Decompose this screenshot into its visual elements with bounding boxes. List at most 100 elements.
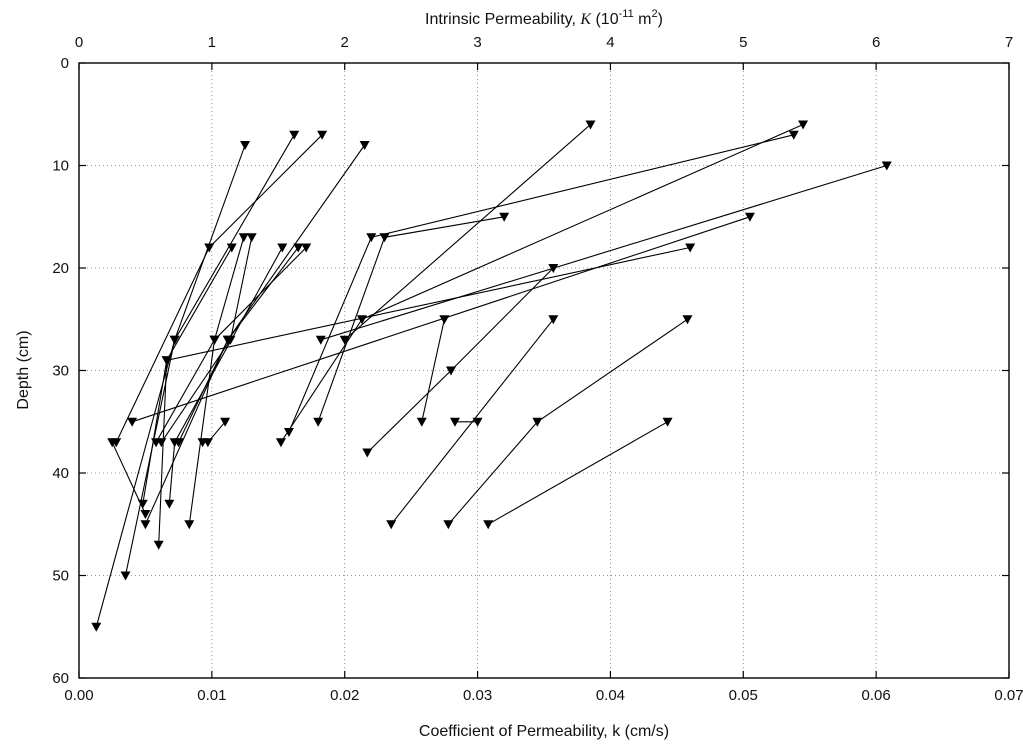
data-point-marker	[289, 130, 300, 140]
data-point-marker	[362, 448, 373, 458]
data-point-marker	[246, 233, 257, 243]
data-point-marker	[449, 417, 460, 427]
data-point-marker	[315, 335, 326, 345]
data-point-marker	[788, 130, 799, 140]
data-point-marker	[301, 243, 312, 253]
data-point-marker	[483, 520, 494, 530]
data-point-marker	[548, 315, 559, 325]
data-point-marker	[277, 243, 288, 253]
y-tick-label: 10	[52, 158, 69, 175]
x2-axis-title-prefix: Intrinsic Permeability,	[425, 11, 580, 28]
data-point-marker	[107, 438, 118, 448]
data-point-marker	[682, 315, 693, 325]
data-point-marker	[222, 335, 233, 345]
series-line	[288, 134, 794, 433]
x-tick-label: 0.03	[463, 687, 492, 704]
y-axis-title: Depth (cm)	[15, 330, 32, 409]
series-9	[173, 243, 304, 448]
data-point-marker	[173, 438, 184, 448]
series-line	[280, 123, 804, 443]
x-tick-label: 0.00	[64, 687, 93, 704]
y-tick-label: 60	[52, 670, 69, 687]
data-point-marker	[313, 417, 324, 427]
data-point-marker	[169, 335, 180, 345]
x2-tick-label: 6	[872, 34, 880, 51]
data-point-marker	[204, 243, 215, 253]
series-18	[315, 161, 892, 345]
data-point-marker	[283, 428, 294, 437]
data-point-marker	[532, 417, 543, 427]
series-7	[153, 243, 237, 550]
data-point-marker	[744, 212, 755, 222]
x2-axis-title-symbol: K	[579, 11, 592, 28]
x-axis-title: Coefficient of Permeability, k (cm/s)	[419, 723, 669, 740]
series-25	[483, 417, 673, 530]
data-point-marker	[472, 417, 483, 427]
x2-axis-title-unit-close: )	[658, 11, 663, 28]
y-tick-label: 50	[52, 568, 69, 585]
series-1	[91, 141, 251, 632]
series-19	[339, 120, 596, 345]
series-15	[275, 120, 809, 448]
y-tick-label: 20	[52, 260, 69, 277]
series-17	[313, 212, 510, 427]
data-point-marker	[585, 120, 596, 130]
x2-tick-label: 2	[341, 34, 349, 51]
x2-tick-label: 1	[208, 34, 216, 51]
series-14	[127, 212, 755, 427]
x-tick-label: 0.07	[994, 687, 1023, 704]
data-point-marker	[685, 243, 696, 253]
data-point-marker	[379, 233, 390, 243]
x2-tick-label: 3	[473, 34, 481, 51]
x-tick-label: 0.01	[197, 687, 226, 704]
series-line	[111, 442, 146, 515]
data-point-marker	[140, 510, 151, 519]
series-line	[317, 216, 505, 422]
data-point-marker	[443, 520, 454, 530]
series-24	[443, 315, 693, 530]
data-point-marker	[120, 571, 131, 581]
series-22	[416, 315, 450, 427]
data-point-marker	[184, 520, 195, 530]
data-point-marker	[161, 356, 172, 366]
data-point-marker	[386, 520, 397, 530]
x2-axis-title-unit-mid: m	[634, 11, 652, 28]
data-point-marker	[127, 417, 138, 427]
data-point-marker	[275, 438, 286, 448]
series-16	[283, 130, 799, 437]
data-point-marker	[548, 264, 559, 273]
series-10	[184, 243, 312, 530]
x2-axis-title-exponent2: 2	[651, 8, 657, 20]
x2-tick-label: 7	[1005, 34, 1013, 51]
data-point-marker	[226, 243, 237, 253]
data-point-marker	[499, 212, 510, 222]
data-point-marker	[293, 243, 304, 253]
x-tick-label: 0.02	[330, 687, 359, 704]
data-point-marker	[156, 438, 167, 448]
data-layer	[91, 120, 892, 632]
data-point-marker	[140, 520, 151, 530]
data-point-marker	[209, 335, 220, 345]
data-point-marker	[356, 315, 367, 325]
grid-layer	[79, 63, 1009, 678]
data-point-marker	[662, 417, 673, 427]
y-tick-label: 40	[52, 465, 69, 482]
data-point-marker	[220, 417, 231, 427]
x2-tick-label: 5	[739, 34, 747, 51]
x-tick-label: 0.04	[596, 687, 625, 704]
tick-layer: 0.00 0.01 0.02 0.03 0.04 0.05 0.06 0.07 0 1 2 3 4 5 6 7…	[52, 34, 1023, 704]
series-13	[107, 438, 151, 519]
y-tick-label: 0	[61, 55, 69, 72]
series-line	[142, 246, 691, 504]
series-line	[115, 134, 323, 443]
series-5	[151, 233, 249, 448]
data-point-marker	[446, 366, 456, 376]
data-point-marker	[881, 161, 892, 171]
data-point-marker	[798, 120, 809, 130]
series-line	[320, 164, 887, 341]
series-line	[487, 421, 668, 525]
data-point-marker	[153, 540, 164, 550]
data-point-marker	[339, 335, 350, 345]
